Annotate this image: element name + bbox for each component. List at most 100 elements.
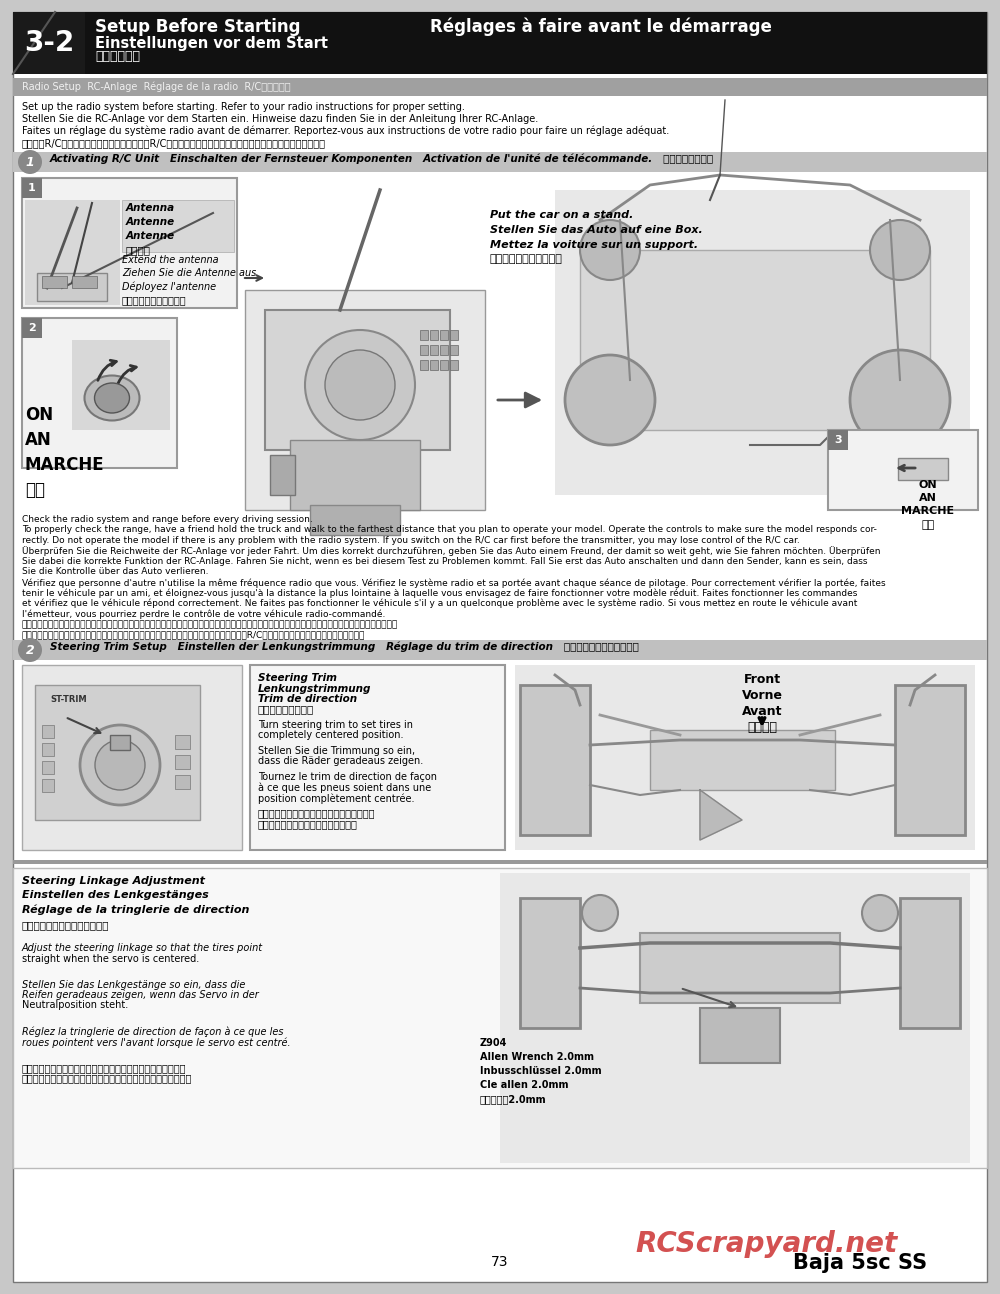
Text: Überprüfen Sie die Reichweite der RC-Anlage vor jeder Fahrt. Um dies korrekt dur: Überprüfen Sie die Reichweite der RC-Anl… bbox=[22, 546, 881, 556]
Text: à ce que les pneus soient dans une: à ce que les pneus soient dans une bbox=[258, 783, 431, 793]
Bar bbox=[420, 345, 428, 355]
Text: ON
AN
MARCHE
オン: ON AN MARCHE オン bbox=[901, 480, 955, 529]
Text: Extend the antenna
Ziehen Sie die Antenne aus
Déployez l'antenne
アンテナを伸ばします。: Extend the antenna Ziehen Sie die Antenn… bbox=[122, 255, 256, 305]
Text: tenir le véhicule par un ami, et éloignez-vous jusqu'à la distance la plus loint: tenir le véhicule par un ami, et éloigne… bbox=[22, 589, 857, 598]
Text: position complètement centrée.: position complètement centrée. bbox=[258, 793, 415, 804]
Bar bbox=[13, 12, 85, 74]
Bar bbox=[430, 345, 438, 355]
Bar bbox=[42, 743, 54, 756]
Circle shape bbox=[850, 349, 950, 450]
Circle shape bbox=[580, 220, 640, 280]
Text: Stellen Sie das Lenkgestänge so ein, dass die: Stellen Sie das Lenkgestänge so ein, das… bbox=[22, 980, 245, 990]
Circle shape bbox=[565, 355, 655, 445]
Bar bbox=[450, 345, 458, 355]
Ellipse shape bbox=[84, 375, 140, 421]
Bar bbox=[450, 360, 458, 370]
Ellipse shape bbox=[94, 383, 130, 413]
Text: Steering Trim: Steering Trim bbox=[258, 673, 337, 683]
Polygon shape bbox=[700, 791, 742, 840]
Circle shape bbox=[582, 895, 618, 930]
Bar bbox=[42, 725, 54, 738]
Text: Baja 5sc SS: Baja 5sc SS bbox=[793, 1253, 927, 1273]
Bar bbox=[290, 440, 420, 510]
Bar bbox=[22, 665, 242, 850]
Text: なるようにステアリングサーボリンケージを調整してください。: なるようにステアリングサーボリンケージを調整してください。 bbox=[22, 1074, 192, 1083]
Text: roues pointent vers l'avant lorsque le servo est centré.: roues pointent vers l'avant lorsque le s… bbox=[22, 1036, 291, 1048]
Text: 1: 1 bbox=[28, 182, 36, 193]
Text: Faites un réglage du système radio avant de démarrer. Reportez-vous aux instruct: Faites un réglage du système radio avant… bbox=[22, 126, 669, 136]
Text: 2: 2 bbox=[26, 643, 34, 656]
Circle shape bbox=[325, 349, 395, 421]
Text: rectly. Do not operate the model if there is any problem with the radio system. : rectly. Do not operate the model if ther… bbox=[22, 536, 800, 545]
Bar bbox=[310, 505, 400, 534]
Text: ST-TRIM: ST-TRIM bbox=[50, 695, 87, 704]
Text: プロポと電波範囲のチェックをしてください。電波範囲の確認は、実際の走行予定距離まで友人などと一緒にプロポに正しく反応するか確かめてください。: プロポと電波範囲のチェックをしてください。電波範囲の確認は、実際の走行予定距離ま… bbox=[22, 620, 398, 629]
Text: Z904
Allen Wrench 2.0mm
Inbusschlüssel 2.0mm
Cle allen 2.0mm
六角レンチ2.0mm: Z904 Allen Wrench 2.0mm Inbusschlüssel 2… bbox=[480, 1038, 602, 1104]
Text: Tournez le trim de direction de façon: Tournez le trim de direction de façon bbox=[258, 773, 437, 782]
Bar bbox=[515, 665, 975, 850]
Circle shape bbox=[18, 150, 42, 173]
Text: Antenna
Antenne
Antenne
アンテナ: Antenna Antenne Antenne アンテナ bbox=[126, 203, 175, 255]
Bar bbox=[22, 179, 237, 308]
Text: Check the radio system and range before every driving session.: Check the radio system and range before … bbox=[22, 515, 313, 524]
Bar bbox=[250, 665, 505, 850]
Bar bbox=[420, 360, 428, 370]
Bar bbox=[520, 685, 590, 835]
Circle shape bbox=[80, 725, 160, 805]
Bar bbox=[270, 455, 295, 496]
Bar bbox=[440, 345, 448, 355]
Text: 走行前にR/C装置の動作確認、調整をします。R/C装置の取扱いはお手持ちの取扱説明書を参照してください。: 走行前にR/C装置の動作確認、調整をします。R/C装置の取扱いはお手持ちの取扱説… bbox=[22, 138, 326, 148]
Bar bbox=[440, 360, 448, 370]
Text: ステアリングサーボがニュートラルの時にタイヤが真っ直ぐに: ステアリングサーボがニュートラルの時にタイヤが真っ直ぐに bbox=[22, 1062, 186, 1073]
Bar bbox=[640, 933, 840, 1003]
Text: To properly check the range, have a friend hold the truck and walk to the farthe: To properly check the range, have a frie… bbox=[22, 525, 877, 534]
Text: Vérifiez que personne d'autre n'utilise la même fréquence radio que vous. Vérifi: Vérifiez que personne d'autre n'utilise … bbox=[22, 578, 886, 587]
Bar bbox=[440, 330, 448, 340]
Text: dass die Räder geradeaus zeigen.: dass die Räder geradeaus zeigen. bbox=[258, 757, 423, 766]
Bar bbox=[72, 276, 97, 289]
Text: ステアリングトリム: ステアリングトリム bbox=[258, 704, 314, 714]
Bar bbox=[22, 318, 42, 338]
Bar bbox=[500, 873, 970, 1163]
Bar bbox=[900, 898, 960, 1027]
Circle shape bbox=[862, 895, 898, 930]
Text: l'émetteur, vous pourriez perdre le contrôle de votre véhicule radio-commandé.: l'émetteur, vous pourriez perdre le cont… bbox=[22, 609, 385, 619]
Text: 走行前の調整: 走行前の調整 bbox=[95, 50, 140, 63]
Text: Neutralposition steht.: Neutralposition steht. bbox=[22, 1000, 128, 1011]
Text: et vérifiez que le véhicule répond correctement. Ne faites pas fonctionner le vé: et vérifiez que le véhicule répond corre… bbox=[22, 599, 857, 608]
Bar bbox=[420, 330, 428, 340]
Bar bbox=[520, 898, 580, 1027]
Bar bbox=[555, 190, 970, 496]
Text: Activating R/C Unit   Einschalten der Fernsteuer Komponenten   Activation de l'u: Activating R/C Unit Einschalten der Fern… bbox=[50, 154, 714, 164]
Bar bbox=[700, 1008, 780, 1062]
Text: 3: 3 bbox=[834, 435, 842, 445]
Text: Setup Before Starting: Setup Before Starting bbox=[95, 18, 300, 36]
Bar bbox=[42, 276, 67, 289]
Text: Trim de direction: Trim de direction bbox=[258, 694, 357, 704]
Text: Steering Trim Setup   Einstellen der Lenkungstrimmung   Réglage du trim de direc: Steering Trim Setup Einstellen der Lenku… bbox=[50, 642, 639, 652]
Text: 3-2: 3-2 bbox=[24, 28, 74, 57]
Text: Lenkungstrimmung: Lenkungstrimmung bbox=[258, 683, 371, 694]
Text: Reifen geradeaus zeigen, wenn das Servo in der: Reifen geradeaus zeigen, wenn das Servo … bbox=[22, 990, 259, 1000]
Circle shape bbox=[305, 330, 415, 440]
Text: Réglez la tringlerie de direction de façon à ce que les: Réglez la tringlerie de direction de faç… bbox=[22, 1026, 284, 1036]
Text: completely centered position.: completely centered position. bbox=[258, 731, 404, 740]
Bar bbox=[13, 868, 987, 1168]
Bar bbox=[13, 12, 987, 74]
Bar bbox=[580, 250, 930, 430]
Bar bbox=[175, 754, 190, 769]
Text: Set up the radio system before starting. Refer to your radio instructions for pr: Set up the radio system before starting.… bbox=[22, 102, 465, 113]
Bar bbox=[42, 761, 54, 774]
Bar bbox=[42, 779, 54, 792]
Text: Radio Setup  RC-Anlage  Réglage de la radio  R/C装置の調整: Radio Setup RC-Anlage Réglage de la radi… bbox=[22, 82, 291, 92]
Bar bbox=[110, 735, 130, 751]
Bar bbox=[13, 78, 987, 96]
Circle shape bbox=[95, 740, 145, 791]
Text: 73: 73 bbox=[491, 1255, 509, 1269]
Bar bbox=[13, 151, 987, 172]
Bar bbox=[828, 430, 978, 510]
Bar bbox=[72, 340, 170, 430]
Text: トリムを左右にまわして調整します。: トリムを左右にまわして調整します。 bbox=[258, 819, 358, 829]
Text: RCScrapyard.net: RCScrapyard.net bbox=[635, 1231, 897, 1258]
Bar bbox=[828, 430, 848, 450]
